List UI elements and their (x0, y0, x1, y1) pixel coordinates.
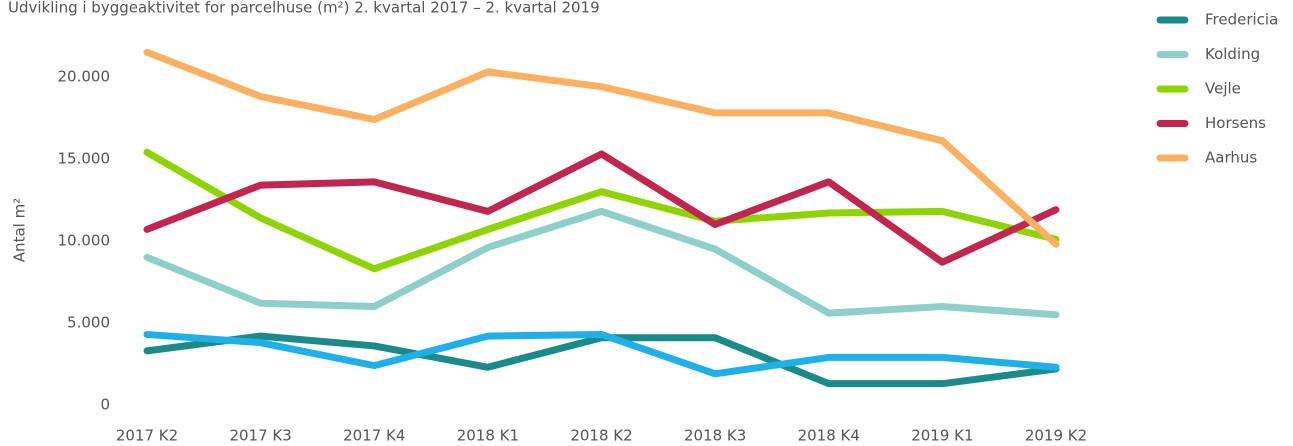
x-tick-label: 2019 K2 (1025, 427, 1087, 445)
legend-label: Kolding (1205, 45, 1260, 63)
chart-title: Udvikling i byggeaktivitet for parcelhus… (8, 0, 600, 17)
x-tick-label: 2019 K1 (911, 427, 973, 445)
x-tick-label: 2018 K2 (570, 427, 632, 445)
line-series (143, 150, 1060, 266)
line-series (143, 330, 1060, 378)
y-tick-label: 20.000 (58, 67, 111, 85)
line-series (143, 48, 1060, 248)
x-tick-label: 2018 K1 (457, 427, 519, 445)
y-tick-label: 15.000 (58, 149, 111, 167)
y-tick-label: 0 (100, 396, 110, 414)
legend-label: Fredericia (1205, 11, 1278, 29)
y-tick-label: 10.000 (58, 231, 111, 249)
line-series (143, 207, 1060, 319)
x-tick-label: 2018 K3 (684, 427, 746, 445)
legend-label: Aarhus (1205, 149, 1257, 167)
line-series (143, 148, 1060, 273)
legend-label: Vejle (1205, 80, 1241, 98)
x-tick-label: 2017 K3 (229, 427, 291, 445)
y-axis-label: Antal m² (11, 198, 29, 262)
y-tick-label: 5.000 (67, 313, 110, 331)
x-tick-label: 2018 K4 (798, 427, 860, 445)
x-tick-label: 2017 K4 (343, 427, 405, 445)
x-tick-label: 2017 K2 (116, 427, 178, 445)
legend-label: Horsens (1205, 114, 1266, 132)
